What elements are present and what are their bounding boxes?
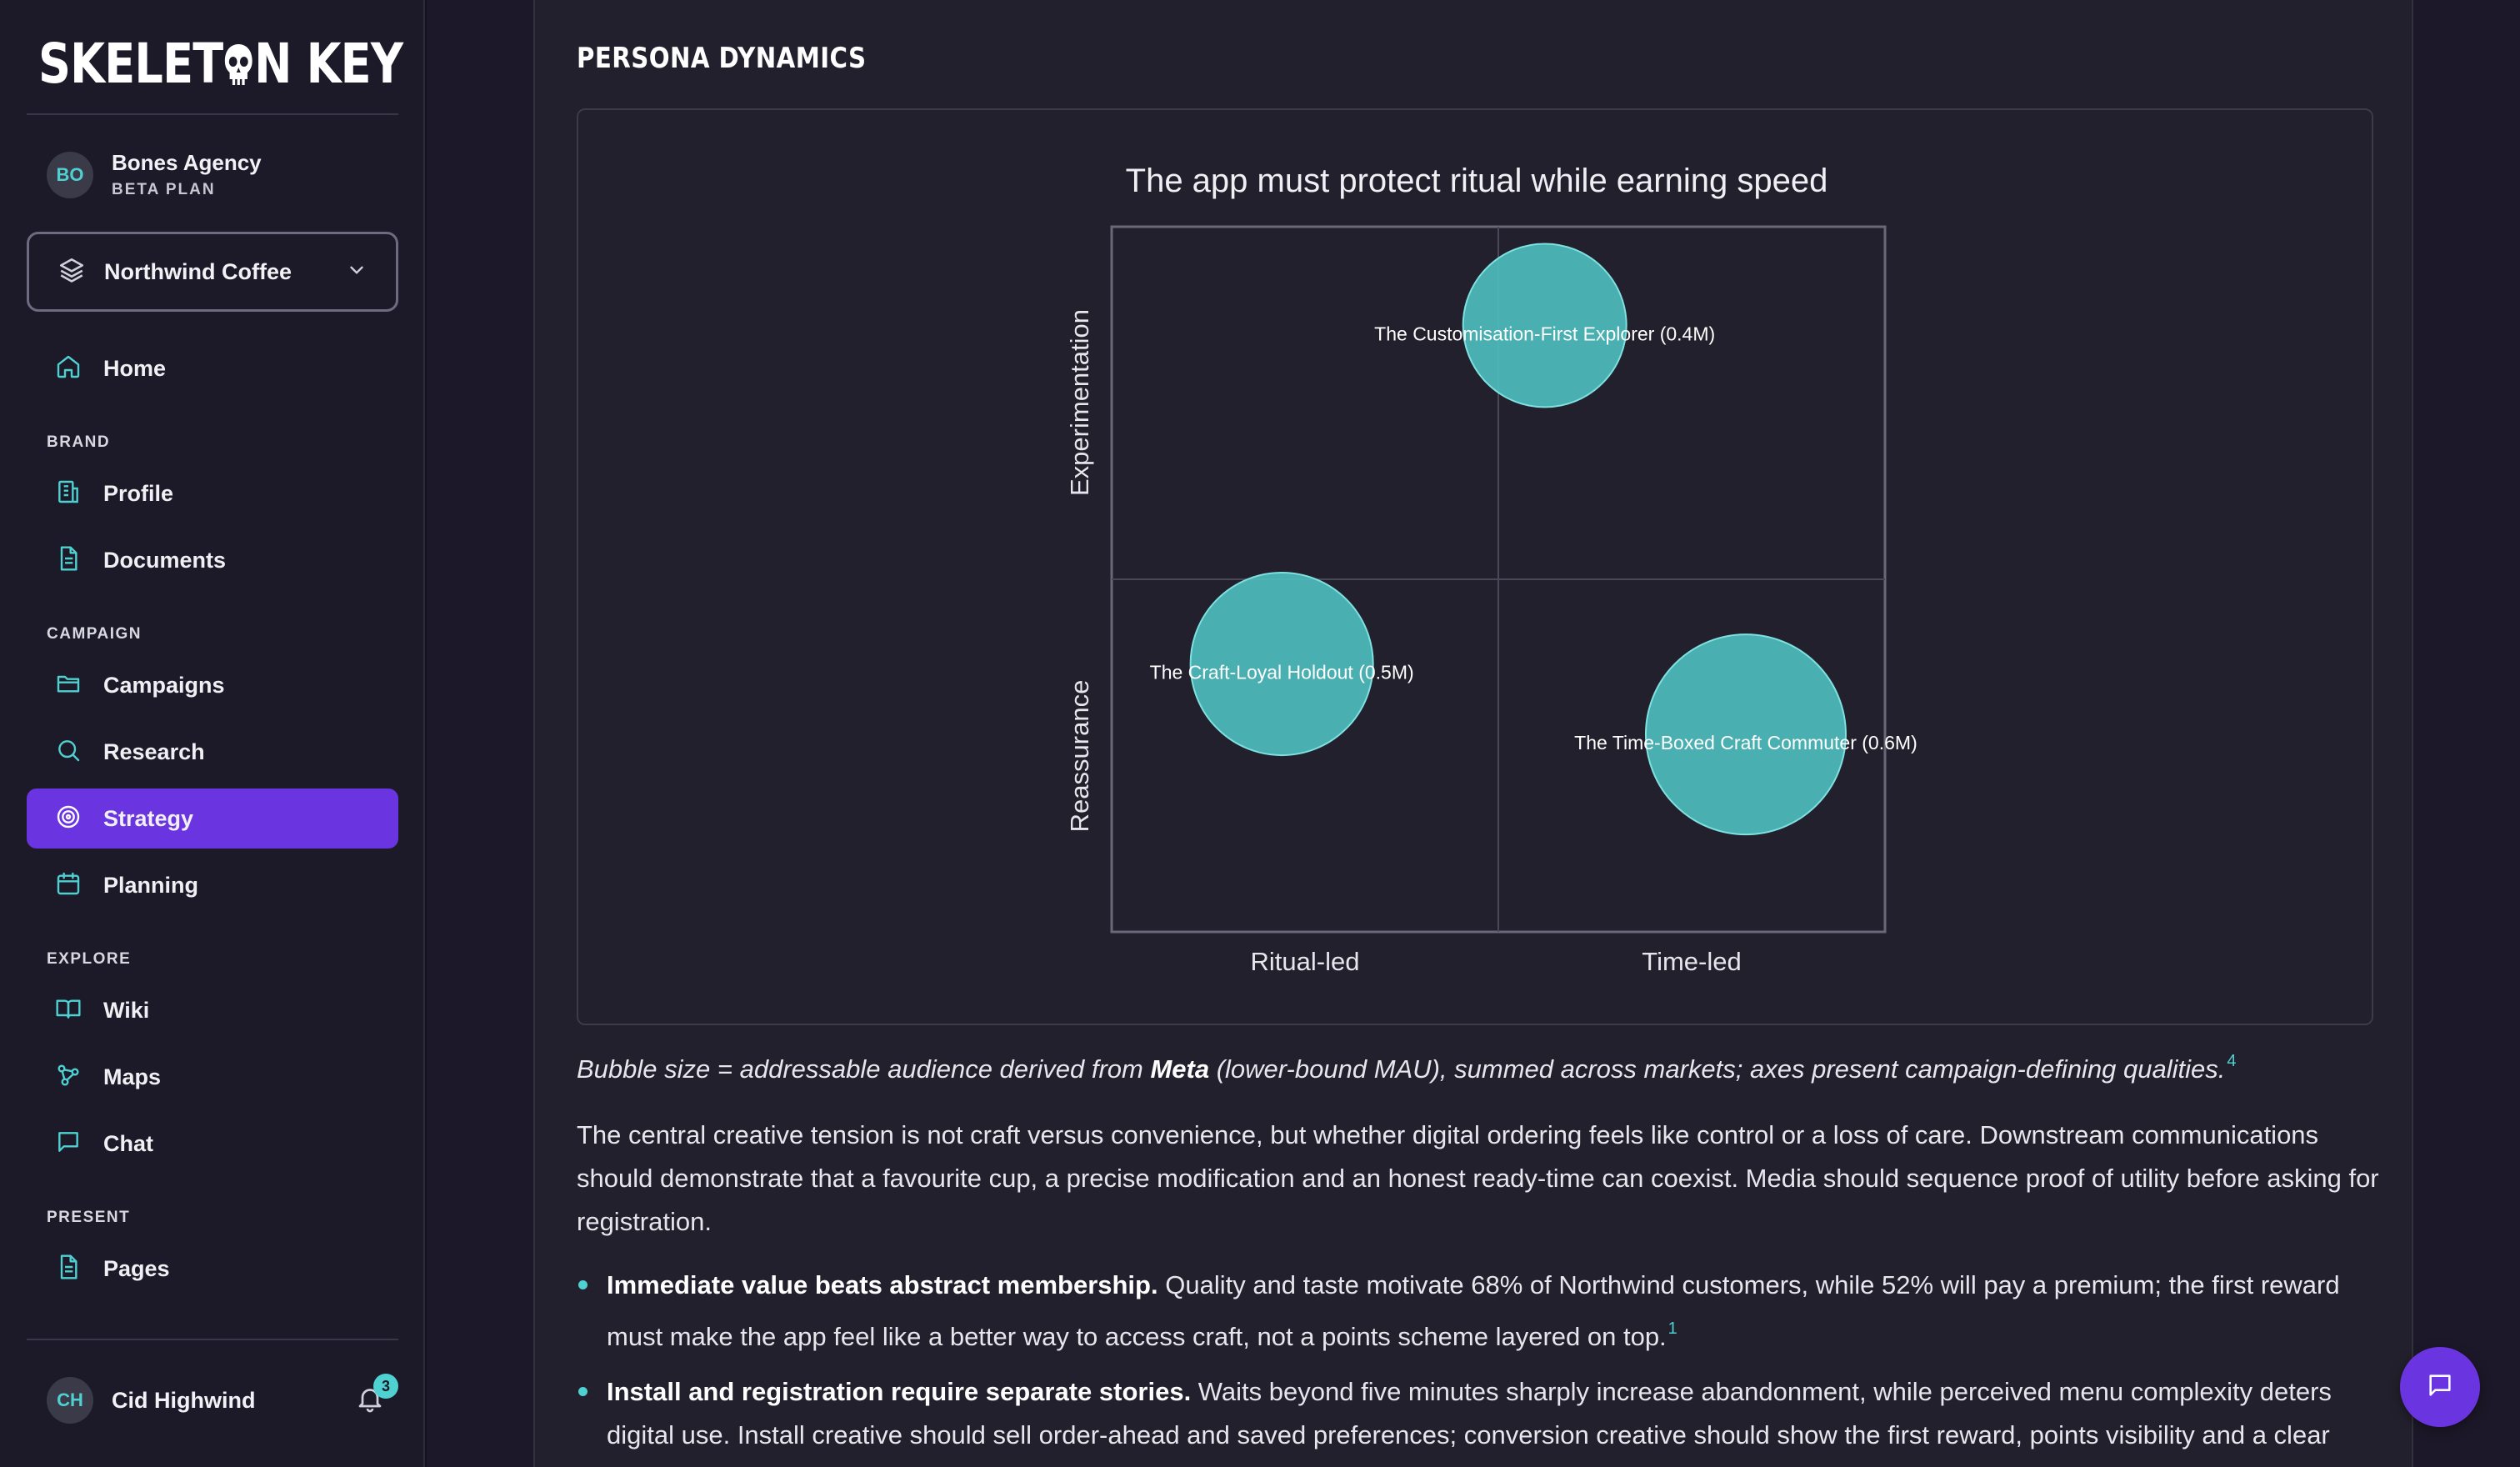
app-logo[interactable]: SKELET N KEY	[38, 32, 403, 99]
chat-icon	[55, 1129, 82, 1159]
x-label-ritual-led: Ritual-led	[1251, 947, 1360, 976]
section-title: PERSONA DYNAMICS	[577, 42, 867, 75]
nav-profile[interactable]: Profile	[27, 463, 398, 523]
section-label-explore: EXPLORE	[47, 950, 132, 968]
nav-pages[interactable]: Pages	[27, 1239, 398, 1299]
left-gutter	[427, 0, 533, 1467]
list-item: Install and registration require separat…	[577, 1370, 2385, 1467]
nav-campaigns-label: Campaigns	[103, 672, 225, 698]
brand-selector-value: Northwind Coffee	[104, 258, 292, 284]
list-item: Immediate value beats abstract membershi…	[577, 1264, 2385, 1359]
chart-title: The app must protect ritual while earnin…	[1126, 163, 1828, 199]
persona-bubble-label: The Craft-Loyal Holdout (0.5M)	[1150, 662, 1414, 683]
building-icon	[55, 478, 82, 509]
layers-icon	[58, 256, 86, 288]
y-label-experimentation: Experimentation	[1065, 309, 1094, 496]
divider	[27, 113, 398, 115]
chevron-down-icon	[346, 259, 368, 285]
nav-documents-label: Documents	[103, 547, 227, 573]
bell-icon	[355, 1384, 385, 1418]
persona-bubble-chart: The app must protect ritual while earnin…	[1065, 163, 1918, 976]
persona-chart-card: The app must protect ritual while earnin…	[577, 108, 2373, 1025]
nav-pages-label: Pages	[103, 1255, 170, 1281]
agency-avatar: BO	[47, 151, 93, 198]
folder-icon	[55, 670, 82, 701]
nav-planning[interactable]: Planning	[27, 855, 398, 915]
body-paragraph: The central creative tension is not craf…	[577, 1120, 2379, 1236]
nav-research[interactable]: Research	[27, 722, 398, 782]
nav-profile-label: Profile	[103, 480, 174, 506]
network-icon	[55, 1062, 82, 1093]
nav-maps-label: Maps	[103, 1064, 162, 1089]
target-icon	[55, 804, 82, 834]
persona-bubble[interactable]	[1644, 633, 1847, 836]
nav-documents[interactable]: Documents	[27, 530, 398, 590]
book-icon	[55, 995, 82, 1026]
divider	[27, 1339, 398, 1340]
section-label-present: PRESENT	[47, 1209, 131, 1226]
main-content[interactable]: PERSONA DYNAMICS The app must protect ri…	[533, 0, 2413, 1467]
section-label-campaign: CAMPAIGN	[47, 625, 142, 643]
right-gutter	[2413, 0, 2520, 1467]
chart-caption: Bubble size = addressable audience deriv…	[577, 1052, 2237, 1084]
agency-name: Bones Agency	[112, 150, 262, 175]
sidebar: SKELET N KEY BO Bones Agency BETA PLAN No…	[0, 0, 425, 1467]
brand-selector[interactable]: Northwind Coffee	[27, 232, 398, 312]
section-label-brand: BRAND	[47, 433, 111, 451]
insight-list: Immediate value beats abstract membershi…	[577, 1264, 2385, 1467]
document-icon	[55, 545, 82, 576]
chat-icon	[2426, 1371, 2454, 1404]
nav-wiki[interactable]: Wiki	[27, 980, 398, 1040]
nav-chat-label: Chat	[103, 1130, 153, 1156]
nav-chat[interactable]: Chat	[27, 1114, 398, 1174]
notification-count-badge: 3	[373, 1374, 398, 1399]
search-icon	[55, 737, 82, 768]
y-label-reassurance: Reassurance	[1065, 680, 1094, 833]
footnote-link[interactable]: 1	[1668, 1319, 1678, 1338]
agency-plan: BETA PLAN	[112, 181, 216, 198]
home-icon	[55, 353, 82, 384]
notifications-button[interactable]: 3	[352, 1374, 398, 1419]
nav-wiki-label: Wiki	[103, 997, 150, 1023]
nav-campaigns[interactable]: Campaigns	[27, 655, 398, 715]
page-icon	[55, 1254, 82, 1284]
nav-planning-label: Planning	[103, 872, 198, 898]
persona-bubble[interactable]	[1462, 243, 1628, 408]
chat-button[interactable]	[2400, 1347, 2480, 1427]
x-label-time-led: Time-led	[1642, 947, 1741, 976]
persona-bubble-label: The Time-Boxed Craft Commuter (0.6M)	[1574, 732, 1918, 754]
user-name: Cid Highwind	[112, 1387, 256, 1413]
persona-bubble-label: The Customisation-First Explorer (0.4M)	[1374, 323, 1715, 344]
nav-strategy-label: Strategy	[103, 805, 194, 831]
nav-research-label: Research	[103, 739, 205, 764]
skull-icon	[222, 35, 254, 99]
footnote-link[interactable]: 4	[2227, 1052, 2237, 1070]
user-avatar: CH	[47, 1377, 93, 1424]
nav-home-label: Home	[103, 355, 167, 381]
nav-strategy[interactable]: Strategy	[27, 789, 398, 849]
calendar-icon	[55, 870, 82, 901]
agency-switcher[interactable]: BO Bones Agency BETA PLAN	[47, 150, 262, 199]
nav-home[interactable]: Home	[27, 338, 398, 398]
user-profile[interactable]: CH Cid Highwind 3	[47, 1374, 398, 1424]
nav-maps[interactable]: Maps	[27, 1047, 398, 1107]
persona-bubble[interactable]	[1189, 571, 1374, 757]
